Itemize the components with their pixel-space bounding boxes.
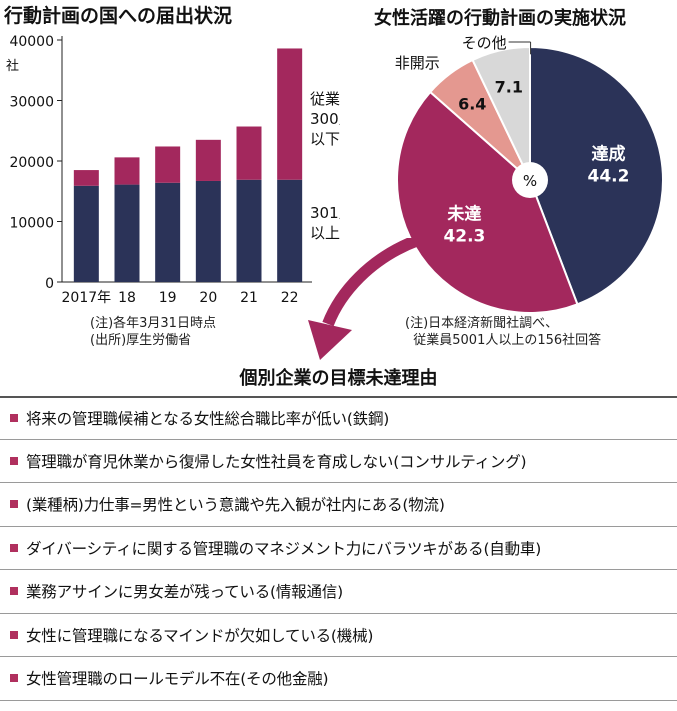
x-tick-label: 22 (281, 290, 299, 306)
square-bullet-icon (10, 543, 18, 552)
bar-chart-title: 行動計画の国への届出状況 (3, 4, 232, 27)
bar-segment-1 (73, 170, 99, 186)
bar-chart-notes: (注)各年3月31日時点 (出所)厚生労働省 (90, 316, 216, 348)
pie-slice-label: その他 (462, 34, 507, 52)
pie-slice-0 (529, 45, 664, 306)
x-tick-label: 18 (118, 290, 136, 306)
pie-slice-value: 6.4 (458, 95, 486, 114)
bar-segment-1 (195, 139, 221, 181)
y-tick-label: 20000 (9, 155, 54, 171)
y-tick-label: 0 (45, 276, 54, 292)
y-tick-label: 10000 (9, 216, 54, 232)
y-tick-label: 30000 (9, 95, 54, 111)
x-tick-label: 20 (199, 290, 217, 306)
pie-slice-1 (396, 90, 579, 314)
reason-text: ダイバーシティに関する管理職のマネジメント力にバラツキがある(自動車) (26, 539, 542, 558)
pie-chart-notes: (注)日本経済新聞社調べ、 従業員5001人以上の156社回答 (405, 316, 602, 348)
pie-unit-label: % (523, 172, 537, 190)
reason-item: 女性に管理職になるマインドが欠如している(機械) (0, 614, 677, 657)
square-bullet-icon (10, 414, 18, 423)
bar-chart: 行動計画の国への届出状況 0 10000 20000 30000 40000 社 2017年 1… (3, 4, 340, 306)
bar-segment-0 (277, 179, 303, 282)
bar-segment-0 (236, 179, 262, 282)
reason-item: (業種柄)力仕事=男性という意識や先入観が社内にある(物流) (0, 483, 677, 527)
bar-segment-1 (114, 157, 140, 185)
reason-item: 管理職が育児休業から復帰した女性社員を育成しない(コンサルティング) (0, 440, 677, 483)
pie-center (512, 162, 548, 198)
reason-text: 将来の管理職候補となる女性総合職比率が低い(鉄鋼) (26, 410, 390, 429)
x-tick-label: 21 (240, 290, 258, 306)
bar-segment-0 (155, 182, 181, 282)
square-bullet-icon (10, 500, 18, 509)
square-bullet-icon (10, 587, 18, 596)
pie-slice-3 (471, 45, 531, 181)
square-bullet-icon (10, 630, 18, 639)
y-tick-label: 40000 (9, 34, 54, 50)
x-tick-label: 2017年 (62, 290, 112, 306)
series-label-small: 従業員300人以下 (310, 90, 340, 148)
reason-item: 将来の管理職候補となる女性総合職比率が低い(鉄鋼) (0, 396, 677, 440)
bar-segment-1 (155, 146, 181, 183)
section-title: 個別企業の目標未達理由 (239, 368, 438, 389)
reason-item: ダイバーシティに関する管理職のマネジメント力にバラツキがある(自動車) (0, 527, 677, 570)
reason-text: 管理職が育児休業から復帰した女性社員を育成しない(コンサルティング) (26, 452, 527, 471)
pie-slice-value: 44.2 (588, 167, 630, 187)
reason-text: (業種柄)力仕事=男性という意識や先入観が社内にある(物流) (26, 496, 445, 515)
reason-item: 業務アサインに男女差が残っている(情報通信) (0, 570, 677, 614)
reasons-list: 将来の管理職候補となる女性総合職比率が低い(鉄鋼) 管理職が育児休業から復帰した女… (0, 396, 677, 701)
pie-chart-title: 女性活躍の行動計画の実施状況 (374, 7, 626, 29)
pie-slice-value: 42.3 (443, 226, 485, 246)
bar-segment-0 (114, 184, 140, 282)
bar-segment-0 (195, 180, 221, 282)
bar-segment-0 (73, 185, 99, 282)
pie-slice-value: 7.1 (495, 78, 523, 97)
square-bullet-icon (10, 674, 18, 683)
reason-text: 業務アサインに男女差が残っている(情報通信) (26, 583, 343, 602)
square-bullet-icon (10, 456, 18, 465)
series-label-large: 301人以上 (310, 204, 340, 242)
x-tick-label: 19 (159, 290, 177, 306)
reason-text: 女性管理職のロールモデル不在(その他金融) (26, 670, 329, 689)
pie-slice-label: 未達 (446, 203, 481, 224)
bar-segment-1 (236, 126, 262, 180)
reason-text: 女性に管理職になるマインドが欠如している(機械) (26, 626, 374, 645)
bar-segment-1 (277, 48, 303, 180)
reason-item: 女性管理職のロールモデル不在(その他金融) (0, 657, 677, 701)
arrow-icon (308, 238, 421, 360)
pie-slice-label: 非開示 (395, 54, 440, 72)
pie-slice-label: 達成 (591, 144, 625, 165)
y-axis-unit: 社 (6, 58, 19, 74)
